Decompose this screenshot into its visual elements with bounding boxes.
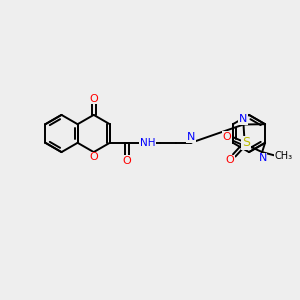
Text: CH₃: CH₃ bbox=[274, 151, 293, 161]
Text: O: O bbox=[89, 152, 98, 163]
Text: N: N bbox=[187, 132, 195, 142]
Text: O: O bbox=[225, 155, 234, 165]
Text: O: O bbox=[89, 94, 98, 104]
Text: S: S bbox=[242, 136, 250, 149]
Text: NH: NH bbox=[140, 138, 155, 148]
Text: O: O bbox=[222, 132, 231, 142]
Text: N: N bbox=[259, 153, 267, 163]
Text: O: O bbox=[123, 155, 132, 166]
Text: N: N bbox=[239, 114, 247, 124]
